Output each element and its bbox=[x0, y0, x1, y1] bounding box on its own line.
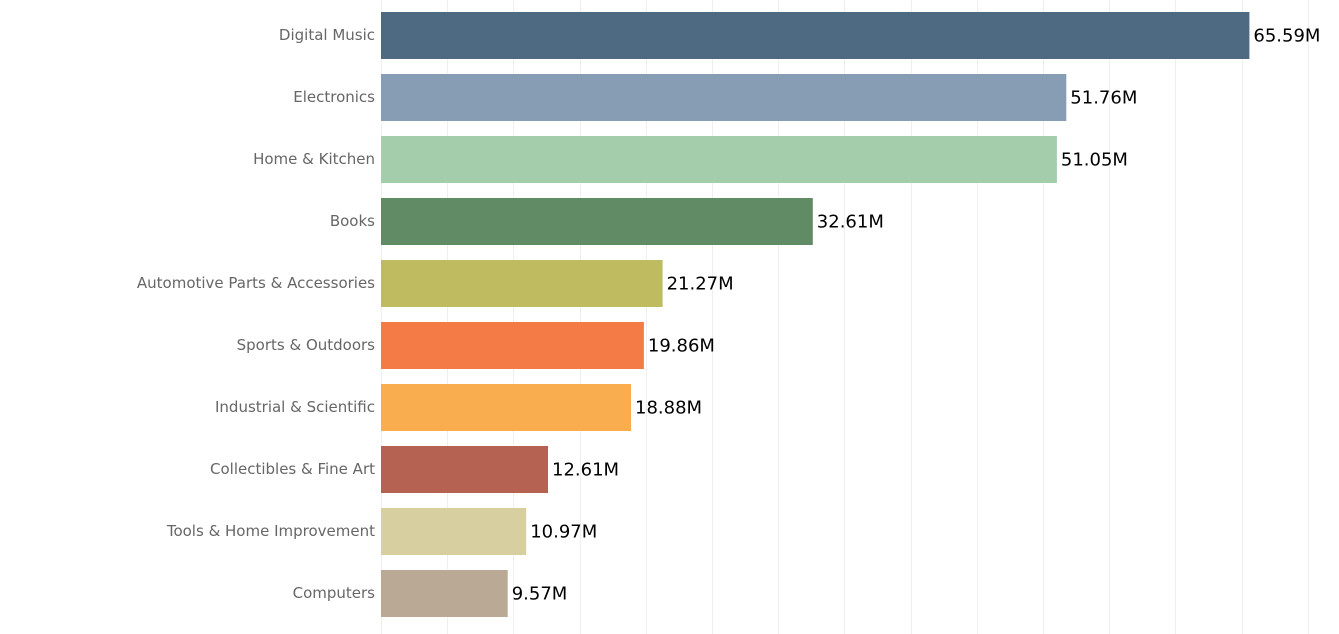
bar bbox=[381, 74, 1067, 121]
category-label: Computers bbox=[293, 584, 376, 602]
value-label: 51.76M bbox=[1070, 88, 1137, 109]
value-label: 18.88M bbox=[635, 398, 702, 419]
bar bbox=[381, 260, 663, 307]
category-label: Automotive Parts & Accessories bbox=[137, 274, 375, 292]
category-label: Industrial & Scientific bbox=[215, 398, 375, 416]
category-label: Sports & Outdoors bbox=[237, 336, 376, 354]
bar bbox=[381, 12, 1250, 59]
category-labels: Digital Music Electronics Home & Kitchen Bo… bbox=[137, 26, 375, 602]
category-label: Collectibles & Fine Art bbox=[210, 460, 375, 478]
value-label: 65.59M bbox=[1253, 26, 1320, 47]
bar bbox=[381, 570, 508, 617]
category-label: Tools & Home Improvement bbox=[166, 522, 375, 540]
category-label: Digital Music bbox=[279, 26, 375, 44]
bar bbox=[381, 446, 548, 493]
value-labels: 65.59M 51.76M 51.05M 32.61M 21.27M 19.86M 18.8… bbox=[512, 26, 1321, 605]
category-label: Home & Kitchen bbox=[253, 150, 375, 168]
value-label: 9.57M bbox=[512, 584, 568, 605]
bar bbox=[381, 508, 527, 555]
bar bbox=[381, 384, 631, 431]
value-label: 19.86M bbox=[648, 336, 715, 357]
value-label: 10.97M bbox=[530, 522, 597, 543]
value-label: 12.61M bbox=[552, 460, 619, 481]
bar bbox=[381, 322, 644, 369]
category-label: Books bbox=[330, 212, 375, 230]
bars bbox=[381, 12, 1250, 617]
bar bbox=[381, 136, 1057, 183]
category-label: Electronics bbox=[293, 88, 375, 106]
bar bbox=[381, 198, 813, 245]
value-label: 21.27M bbox=[667, 274, 734, 295]
value-label: 51.05M bbox=[1061, 150, 1128, 171]
value-label: 32.61M bbox=[817, 212, 884, 233]
